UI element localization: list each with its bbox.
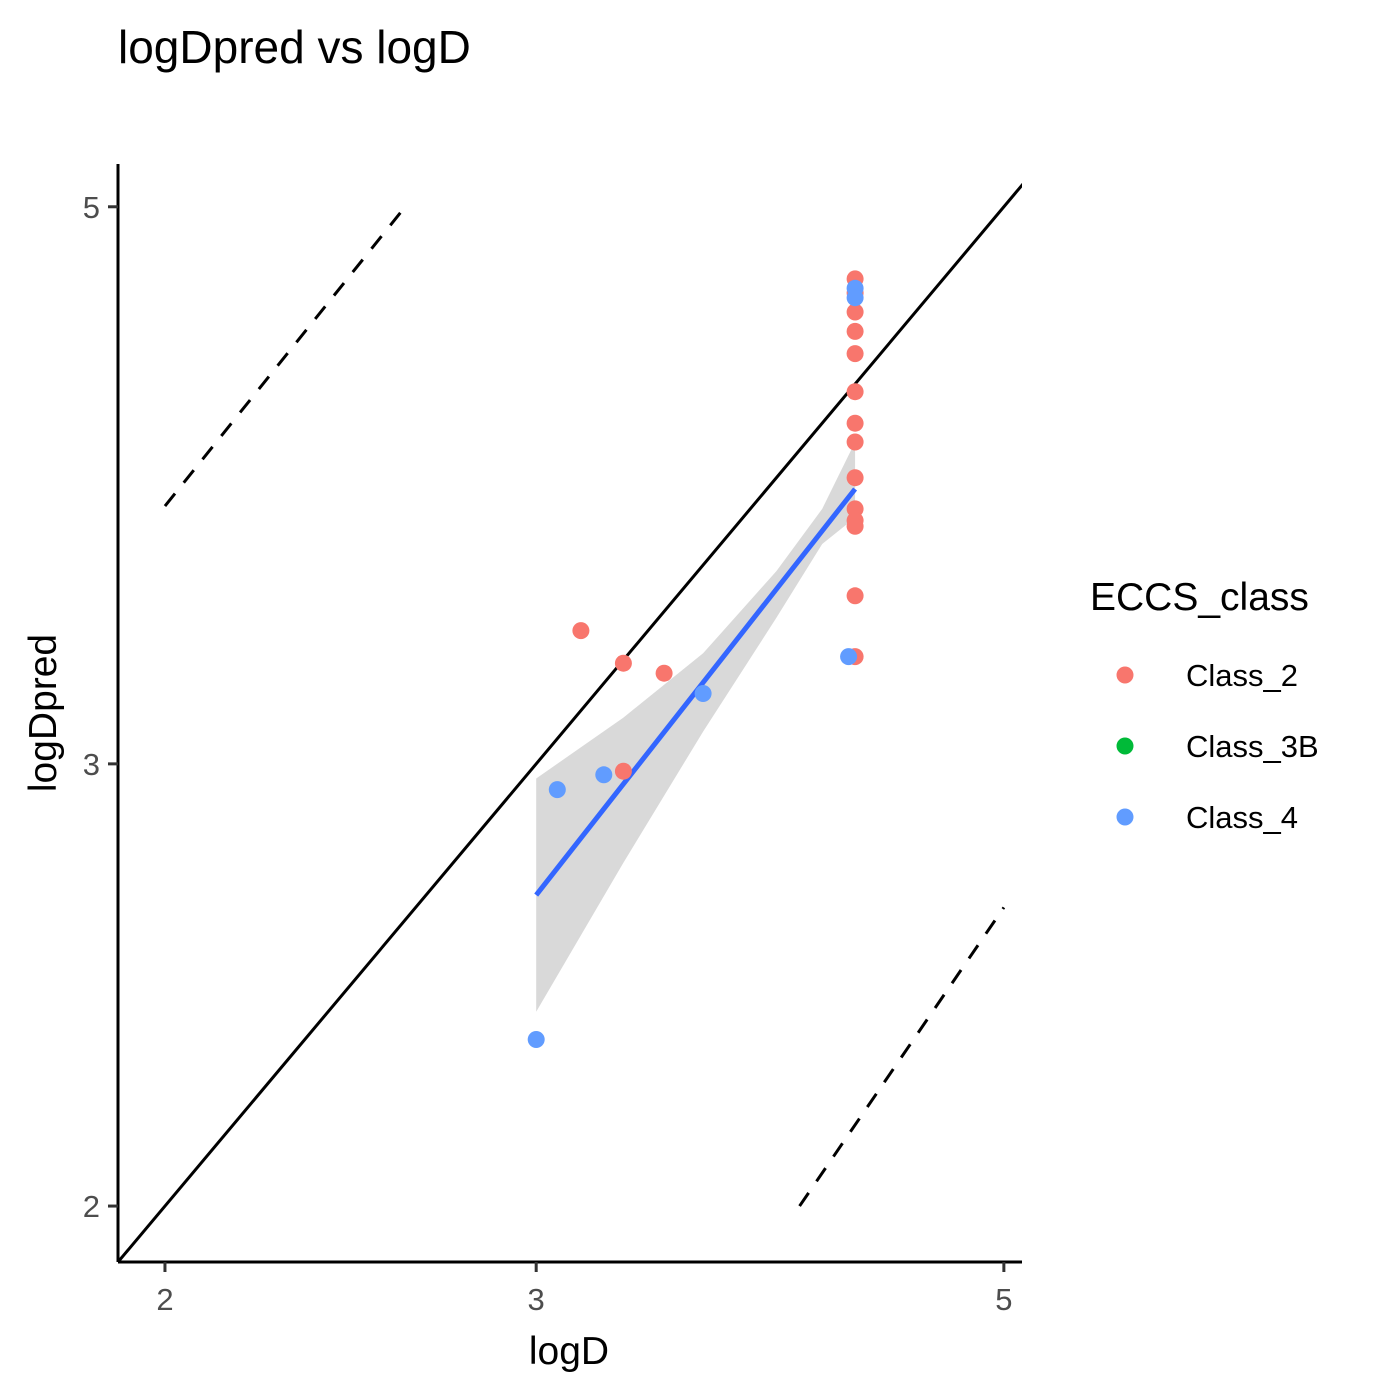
legend-key-class-2 (1116, 666, 1134, 684)
point-class-2-15 (572, 622, 590, 640)
legend-label-class-2: Class_2 (1186, 658, 1298, 693)
point-class-2-9 (846, 469, 864, 487)
point-class-2-7 (846, 414, 864, 432)
fold-line-1 (163, 205, 407, 508)
fold-line-2 (798, 906, 1006, 1207)
point-class-4-5 (548, 781, 566, 799)
legend-entries: Class_2 Class_3B Class_4 (1116, 658, 1319, 835)
legend-label-class-3b: Class_3B (1186, 729, 1319, 764)
axis-ticks-layer: 2 3 5 2 3 5 (83, 190, 1013, 1317)
point-class-2-16 (614, 654, 632, 672)
legend-key-class-4 (1116, 808, 1134, 826)
legend: ECCS_class Class_2 Class_3B Class_4 (1090, 576, 1319, 835)
y-tick-label-5: 5 (83, 190, 100, 225)
point-class-2-13 (846, 587, 864, 605)
point-class-4-7 (527, 1031, 545, 1048)
point-class-2-12 (846, 517, 864, 535)
legend-title: ECCS_class (1090, 576, 1309, 619)
point-class-4-6 (595, 766, 613, 784)
legend-label-class-4: Class_4 (1186, 800, 1298, 835)
point-class-4-4 (694, 685, 712, 702)
point-class-2-18 (614, 762, 632, 780)
y-tick-label-3: 3 (83, 747, 100, 782)
point-class-2-6 (846, 383, 864, 401)
y-tick-label-2: 2 (83, 1189, 100, 1224)
chart-title: logDpred vs logD (118, 21, 471, 73)
reference-lines-layer (118, 182, 1022, 1262)
point-class-4-2 (846, 289, 864, 307)
x-tick-label-3: 3 (528, 1282, 545, 1317)
x-tick-label-5: 5 (995, 1282, 1012, 1317)
x-axis-title: logD (529, 1330, 609, 1373)
point-class-2-4 (846, 322, 864, 340)
identity-line (118, 182, 1022, 1262)
point-class-2-5 (846, 345, 864, 363)
point-class-2-17 (655, 664, 673, 682)
legend-key-class-3b (1116, 737, 1134, 755)
confidence-band-layer (536, 442, 856, 1012)
point-class-2-3 (846, 303, 864, 321)
x-tick-label-2: 2 (156, 1282, 173, 1317)
y-axis-title: logDpred (22, 634, 65, 792)
confidence-band (536, 442, 856, 1012)
point-class-2-8 (846, 433, 864, 451)
point-class-4-3 (840, 648, 858, 666)
data-points-layer (527, 270, 864, 1048)
